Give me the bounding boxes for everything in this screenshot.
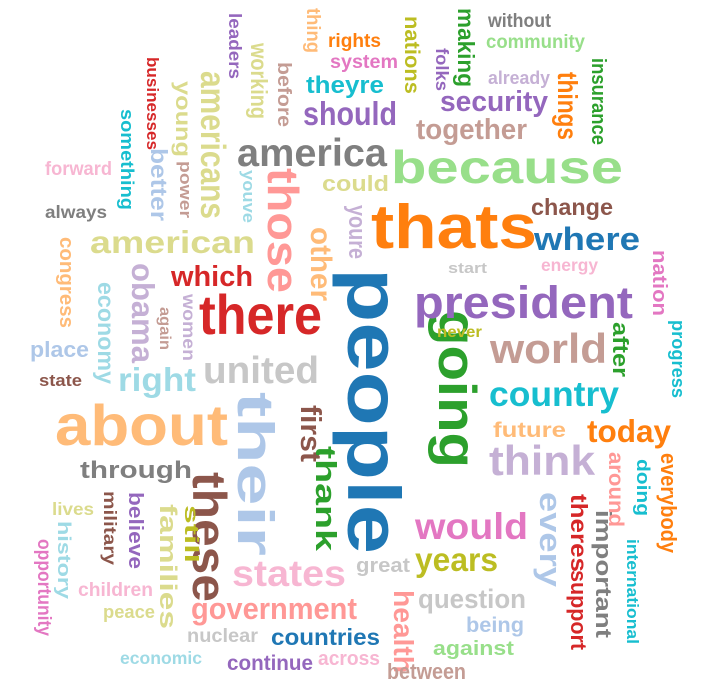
word-community: community: [486, 31, 585, 53]
word-women: women: [179, 294, 199, 361]
word-businesses: businesses: [143, 57, 162, 150]
word-never: never: [437, 324, 482, 341]
word-youve: youve: [239, 170, 258, 223]
word-about: about: [55, 394, 228, 458]
word-nation: nation: [648, 250, 671, 316]
word-leaders: leaders: [225, 13, 245, 79]
word-between: between: [387, 659, 466, 684]
word-country: country: [489, 375, 619, 414]
word-which: which: [171, 261, 253, 293]
word-economy: economy: [93, 282, 119, 384]
word-would: would: [415, 505, 528, 547]
word-should: should: [303, 96, 397, 133]
word-american: american: [90, 225, 255, 260]
word-because: because: [391, 141, 623, 193]
word-before: before: [273, 62, 295, 127]
word-people: people: [332, 268, 415, 554]
word-being: being: [466, 612, 524, 637]
word-history: history: [54, 521, 75, 599]
word-always: always: [45, 202, 107, 222]
word-today: today: [587, 414, 671, 449]
word-obama: obama: [125, 263, 160, 363]
word-future: future: [493, 417, 566, 442]
word-continue: continue: [227, 650, 313, 675]
word-support: support: [566, 570, 591, 650]
word-countries: countries: [271, 624, 380, 650]
word-again: again: [156, 307, 173, 350]
word-government: government: [191, 592, 357, 626]
word-president: president: [414, 277, 633, 328]
word-place: place: [30, 337, 89, 362]
word-years: years: [415, 542, 498, 579]
word-without: without: [488, 10, 551, 32]
word-progress: progress: [668, 320, 689, 398]
word-power: power: [176, 161, 195, 218]
word-lives: lives: [52, 499, 94, 519]
word-still: still: [180, 505, 202, 563]
word-nuclear: nuclear: [187, 625, 258, 647]
word-think: think: [489, 437, 595, 484]
word-rights: rights: [328, 30, 381, 52]
word-young: young: [171, 81, 196, 157]
word-against: against: [433, 637, 514, 660]
word-something: something: [117, 109, 138, 210]
word-families: families: [154, 504, 181, 629]
word-doing: doing: [633, 459, 654, 516]
word-there: there: [199, 283, 322, 346]
word-across: across: [318, 647, 380, 670]
word-around: around: [604, 452, 629, 527]
word-better: better: [146, 148, 172, 221]
word-important: important: [591, 510, 616, 638]
word-children: children: [78, 579, 153, 601]
word-security: security: [440, 86, 548, 118]
word-nations: nations: [400, 16, 425, 94]
word-insurance: insurance: [587, 58, 610, 145]
word-states: states: [232, 552, 346, 594]
word-working: working: [246, 43, 272, 119]
word-already: already: [488, 67, 550, 88]
word-military: military: [100, 491, 120, 565]
word-after: after: [608, 322, 633, 377]
word-forward: forward: [45, 158, 112, 180]
word-start: start: [448, 261, 487, 277]
word-their: their: [227, 392, 284, 556]
word-through: through: [80, 457, 192, 484]
word-believe: believe: [124, 492, 147, 569]
word-where: where: [534, 221, 640, 257]
word-americans: americans: [193, 71, 232, 219]
word-peace: peace: [103, 601, 155, 622]
word-right: right: [118, 362, 196, 399]
word-could: could: [322, 171, 389, 196]
word-other: other: [304, 227, 337, 301]
word-state: state: [39, 371, 82, 390]
word-international: international: [623, 539, 642, 644]
word-everybody: everybody: [656, 453, 681, 553]
word-thats: thats: [371, 193, 537, 262]
word-every: every: [533, 492, 567, 587]
word-thing: thing: [302, 8, 324, 53]
word-theyre: theyre: [306, 72, 384, 99]
word-first: first: [294, 405, 326, 462]
word-world: world: [490, 325, 607, 372]
word-great: great: [356, 554, 410, 577]
word-things: things: [552, 72, 583, 140]
word-system: system: [330, 51, 398, 73]
word-those: those: [258, 168, 306, 293]
word-congress: congress: [55, 237, 78, 328]
word-question: question: [418, 584, 526, 614]
word-america: america: [237, 132, 387, 175]
word-youre: youre: [343, 205, 370, 259]
word-theres: theres: [566, 494, 592, 572]
word-change: change: [531, 194, 613, 220]
word-opportunity: opportunity: [33, 539, 55, 636]
word-folks: folks: [432, 48, 452, 91]
word-united: united: [203, 349, 319, 392]
word-energy: energy: [541, 255, 598, 275]
word-making: making: [453, 8, 479, 87]
word-together: together: [416, 114, 527, 146]
word-economic: economic: [120, 648, 202, 668]
